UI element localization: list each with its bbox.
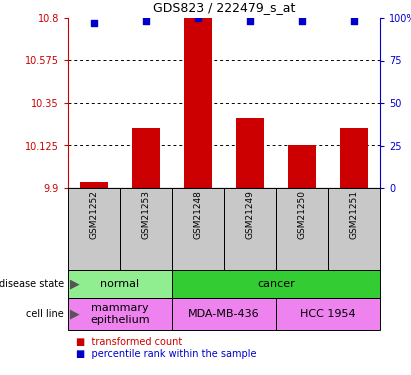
Text: GSM21250: GSM21250 [298,190,307,240]
Text: ▶: ▶ [70,278,80,291]
Bar [80,182,109,188]
Text: disease state: disease state [0,279,64,289]
Text: GSM21249: GSM21249 [245,190,254,239]
Bar [172,298,276,330]
Bar [120,188,172,270]
Text: GSM21253: GSM21253 [141,190,150,240]
Bar [184,18,212,188]
Text: MDA-MB-436: MDA-MB-436 [188,309,260,319]
Text: normal: normal [100,279,140,289]
Text: cell line: cell line [26,309,64,319]
Bar [288,144,316,188]
Bar [68,298,172,330]
Title: GDS823 / 222479_s_at: GDS823 / 222479_s_at [153,1,295,14]
Point [195,15,201,21]
Bar [68,188,120,270]
Bar [276,188,328,270]
Text: GSM21252: GSM21252 [90,190,99,239]
Bar [224,188,276,270]
Bar [328,188,380,270]
Text: ▶: ▶ [70,308,80,321]
Bar [172,270,380,298]
Bar [276,298,380,330]
Point [91,20,97,26]
Point [247,18,253,24]
Bar [340,128,368,188]
Text: ■  transformed count: ■ transformed count [76,337,182,347]
Point [351,18,357,24]
Text: GSM21251: GSM21251 [349,190,358,240]
Point [143,18,149,24]
Bar [172,188,224,270]
Point [299,18,305,24]
Bar [236,118,264,188]
Bar [68,270,172,298]
Text: mammary
epithelium: mammary epithelium [90,303,150,325]
Text: cancer: cancer [257,279,295,289]
Text: GSM21248: GSM21248 [194,190,203,239]
Text: HCC 1954: HCC 1954 [300,309,356,319]
Bar [132,128,160,188]
Text: ■  percentile rank within the sample: ■ percentile rank within the sample [76,349,257,359]
